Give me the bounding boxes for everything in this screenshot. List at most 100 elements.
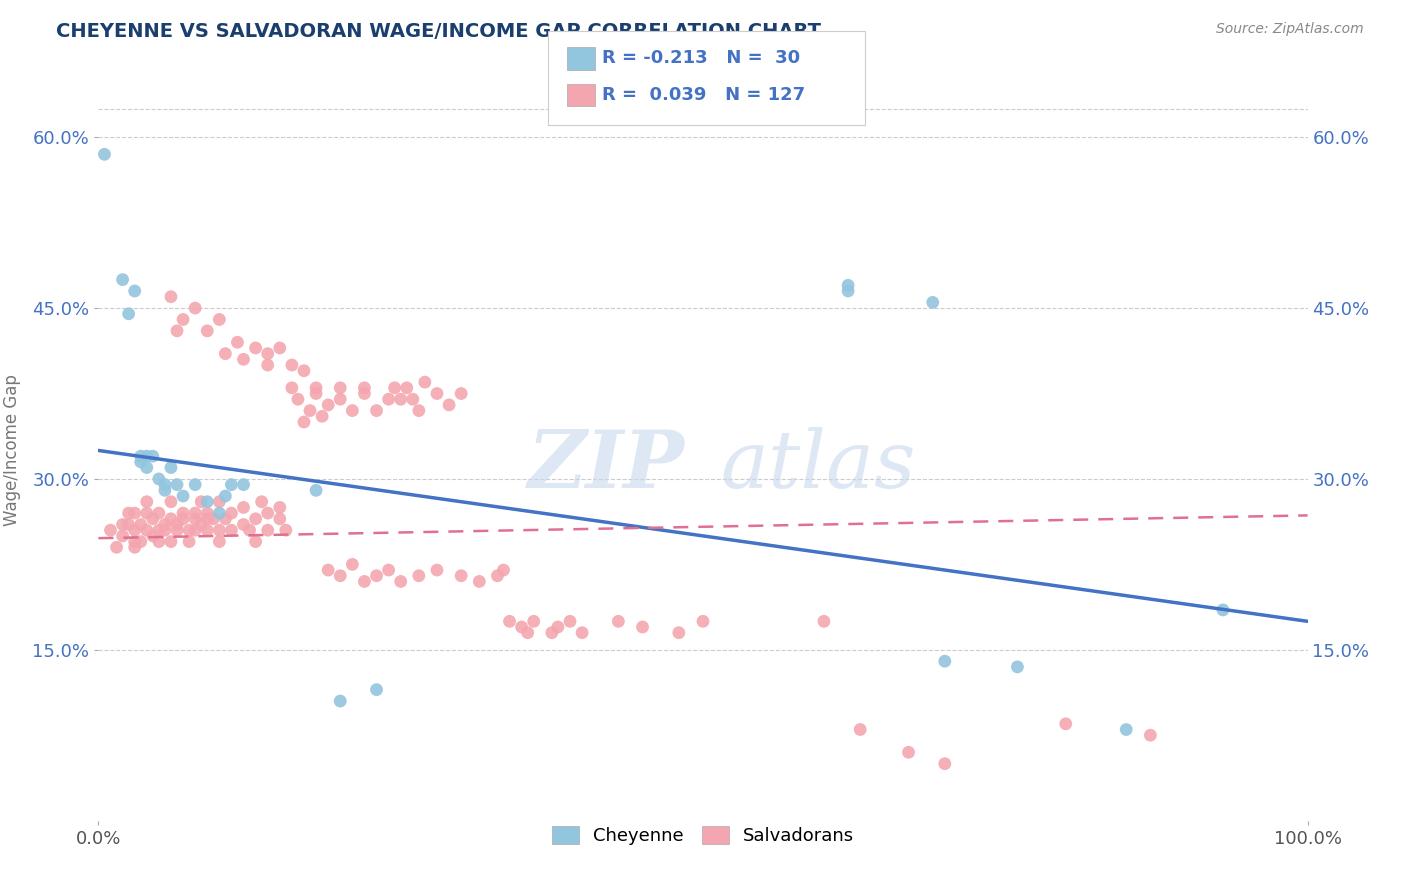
Point <box>208 312 231 326</box>
Point <box>124 284 146 298</box>
Point <box>129 449 152 463</box>
Y-axis label: Wage/Income Gap: Wage/Income Gap <box>3 375 21 526</box>
Point <box>558 615 581 629</box>
Point <box>311 409 333 424</box>
Point <box>208 534 231 549</box>
Point <box>934 654 956 668</box>
Point <box>329 694 352 708</box>
Point <box>172 506 194 520</box>
Point <box>287 392 309 407</box>
Point <box>160 512 183 526</box>
Point <box>129 517 152 532</box>
Point <box>305 386 328 401</box>
Point <box>221 477 243 491</box>
Point <box>281 358 304 372</box>
Point <box>179 523 201 537</box>
Point <box>450 568 472 582</box>
Point <box>184 301 207 315</box>
Text: R =  0.039   N = 127: R = 0.039 N = 127 <box>602 86 804 103</box>
Point <box>135 460 157 475</box>
Point <box>516 625 538 640</box>
Point <box>256 358 278 372</box>
Point <box>153 483 176 498</box>
Point <box>142 512 165 526</box>
Point <box>105 541 128 555</box>
Point <box>437 398 460 412</box>
Point <box>100 523 122 537</box>
Point <box>160 494 183 508</box>
Point <box>353 386 375 401</box>
Point <box>274 523 297 537</box>
Point <box>148 506 170 520</box>
Point <box>124 523 146 537</box>
Point <box>195 494 218 508</box>
Point <box>353 381 375 395</box>
Point <box>160 534 183 549</box>
Point <box>195 523 218 537</box>
Point <box>118 506 141 520</box>
Point <box>184 512 207 526</box>
Point <box>124 541 146 555</box>
Point <box>269 500 291 515</box>
Point <box>934 756 956 771</box>
Point <box>245 512 267 526</box>
Point <box>540 625 562 640</box>
Point <box>256 523 278 537</box>
Point <box>510 620 533 634</box>
Point <box>135 523 157 537</box>
Point <box>1212 603 1234 617</box>
Point <box>179 534 201 549</box>
Point <box>93 147 115 161</box>
Point <box>195 506 218 520</box>
Point <box>366 568 388 582</box>
Point <box>172 512 194 526</box>
Point <box>921 295 943 310</box>
Point <box>607 615 630 629</box>
Point <box>426 563 449 577</box>
Point <box>148 472 170 486</box>
Point <box>571 625 593 640</box>
Point <box>118 517 141 532</box>
Point <box>897 745 920 759</box>
Point <box>292 415 315 429</box>
Point <box>195 324 218 338</box>
Point <box>208 523 231 537</box>
Point <box>232 517 254 532</box>
Point <box>190 517 212 532</box>
Point <box>1007 660 1029 674</box>
Point <box>153 477 176 491</box>
Point <box>214 346 236 360</box>
Text: atlas: atlas <box>720 426 915 504</box>
Point <box>492 563 515 577</box>
Point <box>160 460 183 475</box>
Point <box>837 284 859 298</box>
Point <box>111 272 134 286</box>
Point <box>135 506 157 520</box>
Point <box>486 568 509 582</box>
Point <box>426 386 449 401</box>
Point <box>214 512 236 526</box>
Point <box>849 723 872 737</box>
Point <box>208 506 231 520</box>
Point <box>281 381 304 395</box>
Point <box>329 568 352 582</box>
Point <box>142 529 165 543</box>
Point <box>118 307 141 321</box>
Point <box>166 477 188 491</box>
Point <box>547 620 569 634</box>
Point <box>292 364 315 378</box>
Point <box>245 341 267 355</box>
Point <box>1115 723 1137 737</box>
Point <box>232 477 254 491</box>
Point <box>389 392 412 407</box>
Point <box>269 512 291 526</box>
Point <box>468 574 491 589</box>
Point <box>245 534 267 549</box>
Point <box>837 278 859 293</box>
Text: ZIP: ZIP <box>527 426 685 504</box>
Point <box>377 563 399 577</box>
Point <box>148 523 170 537</box>
Point <box>129 534 152 549</box>
Point <box>342 403 364 417</box>
Point <box>366 403 388 417</box>
